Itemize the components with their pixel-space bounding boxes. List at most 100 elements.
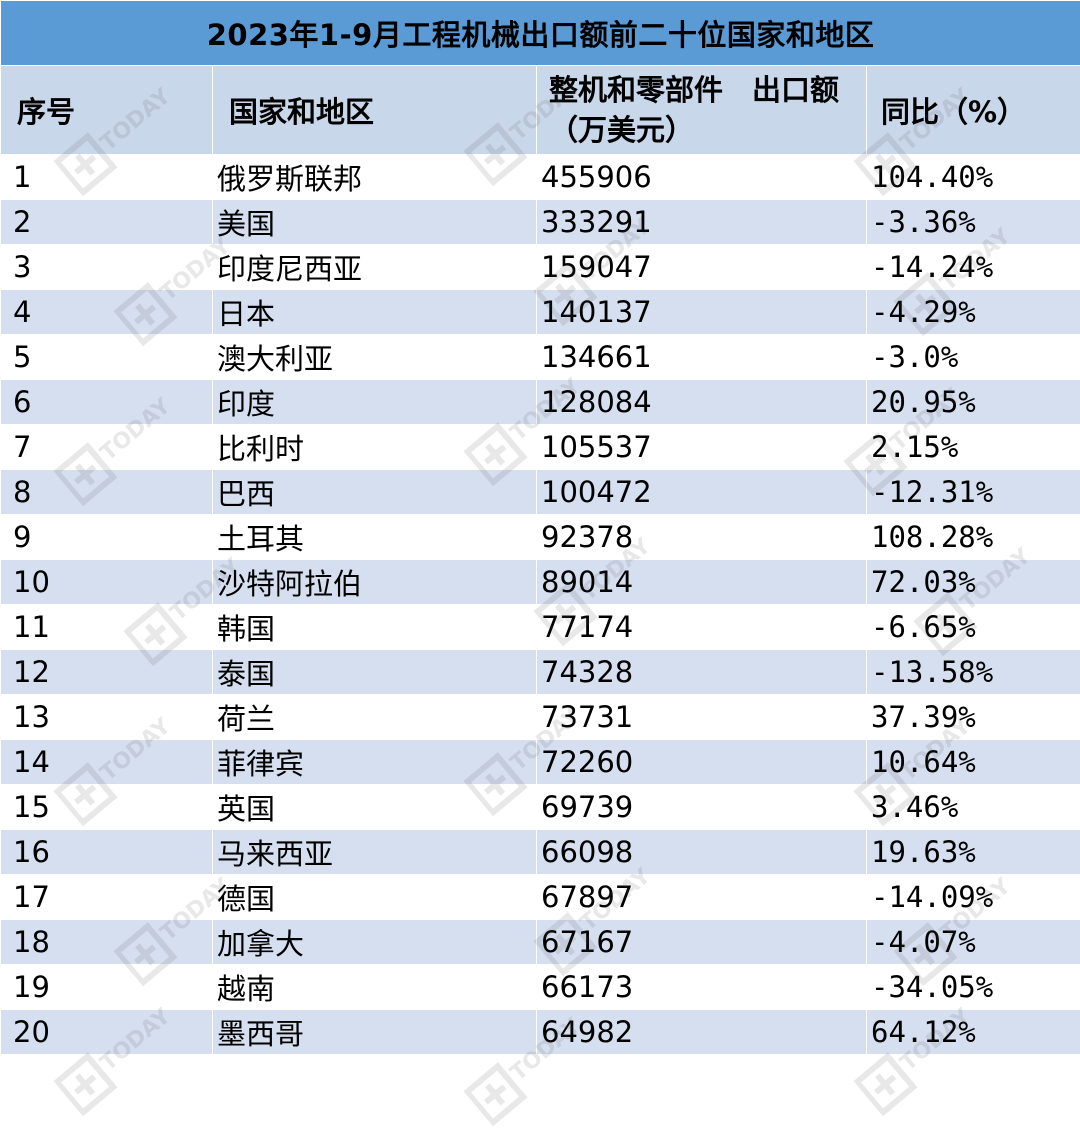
rank-cell: 5: [1, 335, 213, 380]
value-cell: 77174: [537, 605, 867, 650]
yoy-cell: 64.12%: [867, 1010, 1080, 1055]
country-cell: 沙特阿拉伯: [213, 560, 537, 605]
value-cell: 134661: [537, 335, 867, 380]
yoy-cell: -4.29%: [867, 290, 1080, 335]
value-cell: 74328: [537, 650, 867, 695]
yoy-cell: -14.09%: [867, 875, 1080, 920]
header-export-value: 整机和零部件 出口额（万美元）: [537, 66, 867, 155]
country-cell: 日本: [213, 290, 537, 335]
country-cell: 越南: [213, 965, 537, 1010]
rank-cell: 7: [1, 425, 213, 470]
export-table-container: 2023年1-9月工程机械出口额前二十位国家和地区 序号 国家和地区 整机和零部…: [0, 0, 1080, 1080]
value-cell: 92378: [537, 515, 867, 560]
yoy-cell: 72.03%: [867, 560, 1080, 605]
country-cell: 印度: [213, 380, 537, 425]
country-cell: 荷兰: [213, 695, 537, 740]
header-rank: 序号: [1, 66, 213, 155]
country-cell: 土耳其: [213, 515, 537, 560]
value-cell: 333291: [537, 200, 867, 245]
value-cell: 64982: [537, 1010, 867, 1055]
rank-cell: 2: [1, 200, 213, 245]
yoy-cell: -4.07%: [867, 920, 1080, 965]
rank-cell: 10: [1, 560, 213, 605]
value-cell: 455906: [537, 155, 867, 200]
yoy-cell: 2.15%: [867, 425, 1080, 470]
country-cell: 马来西亚: [213, 830, 537, 875]
country-cell: 巴西: [213, 470, 537, 515]
value-cell: 140137: [537, 290, 867, 335]
rank-cell: 9: [1, 515, 213, 560]
yoy-cell: 104.40%: [867, 155, 1080, 200]
value-cell: 72260: [537, 740, 867, 785]
rank-cell: 17: [1, 875, 213, 920]
rank-cell: 13: [1, 695, 213, 740]
rank-cell: 18: [1, 920, 213, 965]
rank-cell: 8: [1, 470, 213, 515]
country-cell: 比利时: [213, 425, 537, 470]
yoy-cell: 3.46%: [867, 785, 1080, 830]
rank-cell: 19: [1, 965, 213, 1010]
value-cell: 69739: [537, 785, 867, 830]
country-cell: 韩国: [213, 605, 537, 650]
rank-cell: 6: [1, 380, 213, 425]
value-cell: 89014: [537, 560, 867, 605]
rank-cell: 1: [1, 155, 213, 200]
rank-cell: 3: [1, 245, 213, 290]
yoy-cell: 19.63%: [867, 830, 1080, 875]
export-table: 2023年1-9月工程机械出口额前二十位国家和地区 序号 国家和地区 整机和零部…: [0, 0, 1080, 1055]
value-cell: 67167: [537, 920, 867, 965]
country-cell: 墨西哥: [213, 1010, 537, 1055]
country-cell: 美国: [213, 200, 537, 245]
country-cell: 泰国: [213, 650, 537, 695]
title-row: 2023年1-9月工程机械出口额前二十位国家和地区: [1, 1, 1080, 66]
country-cell: 菲律宾: [213, 740, 537, 785]
value-cell: 67897: [537, 875, 867, 920]
rank-cell: 14: [1, 740, 213, 785]
value-cell: 66173: [537, 965, 867, 1010]
value-cell: 105537: [537, 425, 867, 470]
header-yoy: 同比（%）: [867, 66, 1080, 155]
yoy-cell: -6.65%: [867, 605, 1080, 650]
rank-cell: 12: [1, 650, 213, 695]
table-title: 2023年1-9月工程机械出口额前二十位国家和地区: [1, 1, 1080, 66]
country-cell: 加拿大: [213, 920, 537, 965]
value-cell: 128084: [537, 380, 867, 425]
yoy-cell: -34.05%: [867, 965, 1080, 1010]
yoy-cell: -3.36%: [867, 200, 1080, 245]
value-cell: 159047: [537, 245, 867, 290]
yoy-cell: 108.28%: [867, 515, 1080, 560]
yoy-cell: -14.24%: [867, 245, 1080, 290]
rank-cell: 4: [1, 290, 213, 335]
yoy-cell: -3.0%: [867, 335, 1080, 380]
country-cell: 澳大利亚: [213, 335, 537, 380]
yoy-cell: 10.64%: [867, 740, 1080, 785]
yoy-cell: -13.58%: [867, 650, 1080, 695]
value-cell: 73731: [537, 695, 867, 740]
country-cell: 德国: [213, 875, 537, 920]
country-cell: 印度尼西亚: [213, 245, 537, 290]
header-row: 序号 国家和地区 整机和零部件 出口额（万美元） 同比（%）: [1, 66, 1080, 155]
yoy-cell: -12.31%: [867, 470, 1080, 515]
value-cell: 66098: [537, 830, 867, 875]
value-cell: 100472: [537, 470, 867, 515]
country-cell: 英国: [213, 785, 537, 830]
